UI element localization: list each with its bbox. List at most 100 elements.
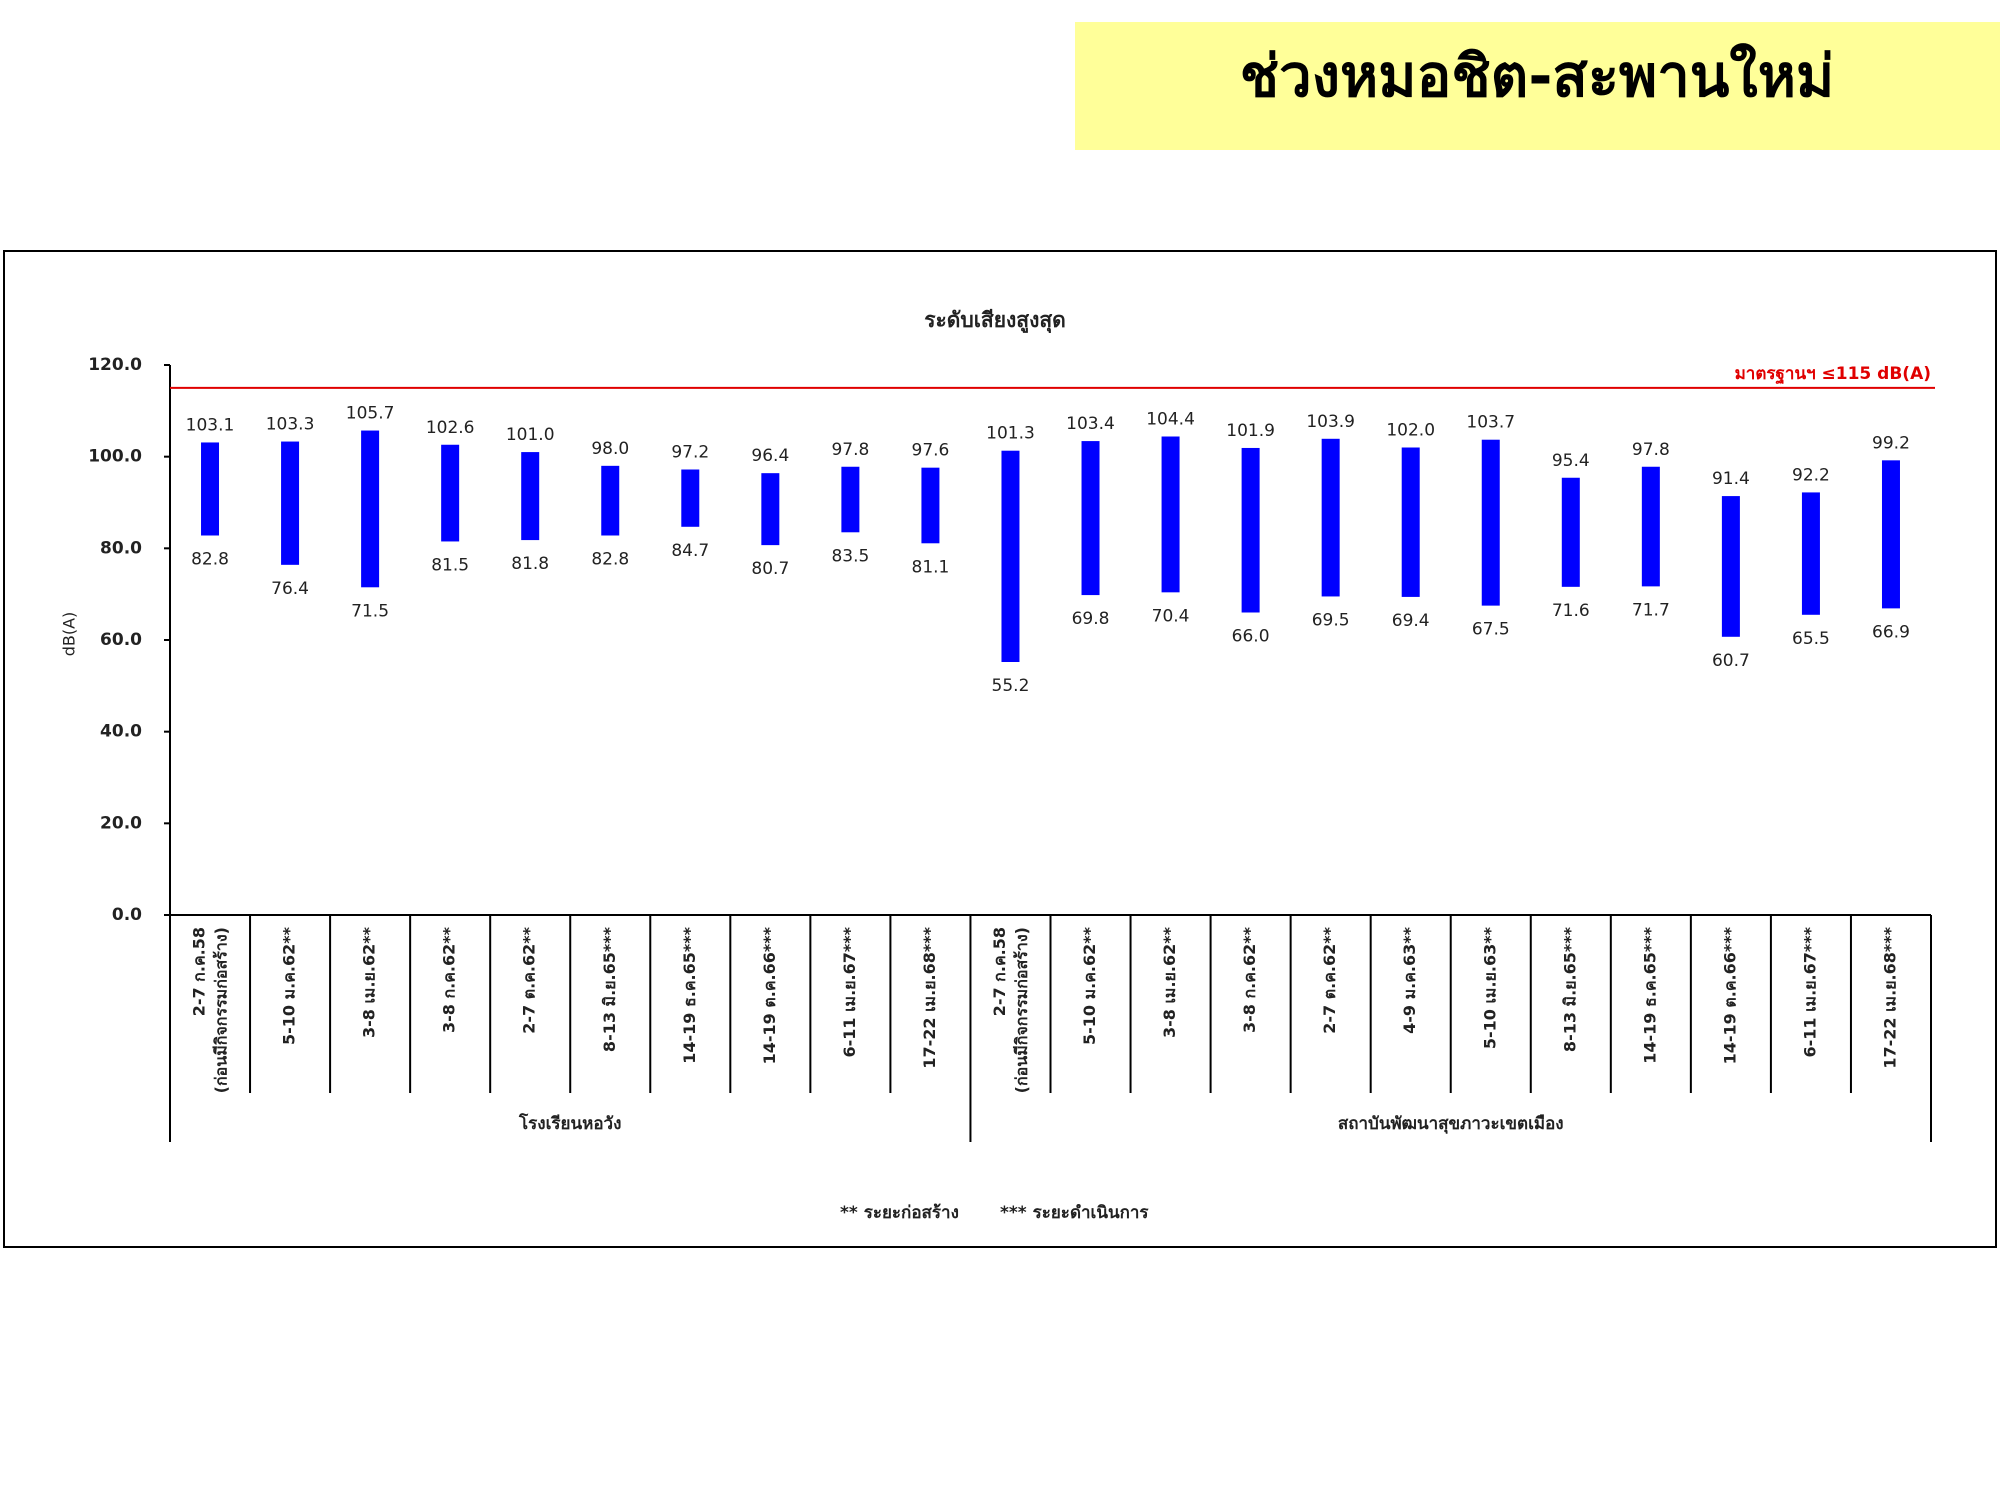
x-tick-label: 3-8 ก.ค.62** (440, 926, 459, 1033)
range-bar (841, 466, 860, 533)
range-bar (1881, 460, 1900, 609)
value-label: 101.3 (986, 424, 1035, 444)
x-tick-label: 17-22 เม.ย.68*** (1880, 926, 1899, 1068)
x-tick-label: (ก่อนมีกิจกรรมก่อสร้าง) (212, 927, 231, 1093)
range-bar (1001, 450, 1020, 662)
y-tick-label: 40.0 (100, 722, 142, 742)
value-label: 70.4 (1152, 606, 1190, 626)
value-label: 103.9 (1306, 412, 1355, 432)
range-bar (601, 465, 620, 536)
x-tick-label: 3-8 เม.ย.62** (1160, 926, 1179, 1038)
reference-label: มาตรฐานฯ ≤115 dB(A) (1735, 364, 1931, 385)
value-label: 80.7 (751, 559, 789, 579)
value-label: 99.2 (1872, 433, 1910, 453)
value-label: 71.5 (351, 601, 389, 621)
x-tick-label: 2-7 ต.ค.62** (1320, 926, 1339, 1033)
value-label: 103.1 (186, 415, 235, 435)
value-label: 55.2 (992, 676, 1030, 696)
value-label: 95.4 (1552, 451, 1590, 471)
x-tick-label: 14-19 ธ.ค.65*** (1640, 926, 1659, 1063)
chart-title: ระดับเสียงสูงสุด (924, 308, 1066, 334)
x-tick-label: 14-19 ธ.ค.65*** (680, 926, 699, 1063)
value-label: 97.6 (912, 441, 950, 461)
x-tick-label: 5-10 ม.ค.62** (280, 926, 299, 1045)
value-label: 103.4 (1066, 414, 1115, 434)
x-tick-label: 2-7 ต.ค.62** (520, 926, 539, 1033)
value-label: 65.5 (1792, 629, 1830, 649)
range-bar (1561, 477, 1580, 587)
range-bar (521, 452, 540, 541)
range-bar (1321, 438, 1340, 597)
value-label: 71.7 (1632, 600, 1670, 620)
value-label: 81.5 (431, 555, 469, 575)
x-tick-label: 4-9 ม.ค.63** (1400, 926, 1419, 1034)
y-tick-label: 120.0 (88, 355, 142, 375)
range-bar (281, 441, 300, 565)
range-bar (1801, 492, 1820, 615)
value-label: 60.7 (1712, 651, 1750, 671)
range-bar (1481, 439, 1500, 606)
group-label: โรงเรียนหอวัง (518, 1113, 621, 1134)
footnote: *** ระยะดำเนินการ (1000, 1203, 1149, 1223)
y-axis-label: dB(A) (60, 612, 79, 657)
header-title: ช่วงหมอชิต-สะพานใหม่ (1240, 42, 1834, 110)
x-tick-label: 2-7 ก.ค.58 (990, 927, 1009, 1016)
value-label: 103.3 (266, 415, 315, 435)
x-tick-label: 3-8 เม.ย.62** (360, 926, 379, 1038)
x-tick-label: 17-22 เม.ย.68*** (920, 926, 939, 1068)
y-tick-label: 100.0 (88, 447, 142, 467)
x-tick-label: (ก่อนมีกิจกรรมก่อสร้าง) (1012, 927, 1031, 1093)
x-tick-label: 14-19 ต.ค.66*** (760, 926, 779, 1064)
value-label: 69.5 (1312, 610, 1350, 630)
value-label: 102.6 (426, 418, 475, 438)
value-label: 101.0 (506, 425, 555, 445)
value-label: 101.9 (1226, 421, 1275, 441)
value-label: 82.8 (191, 550, 229, 570)
value-label: 91.4 (1712, 469, 1750, 489)
value-label: 83.5 (831, 546, 869, 566)
value-label: 82.8 (591, 550, 629, 570)
value-label: 81.1 (912, 557, 950, 577)
range-bar (1081, 441, 1100, 596)
group-label: สถาบันพัฒนาสุขภาวะเขตเมือง (1338, 1113, 1564, 1134)
value-label: 97.8 (1632, 440, 1670, 460)
x-tick-label: 5-10 ม.ค.62** (1080, 926, 1099, 1045)
x-tick-label: 2-7 ก.ค.58 (190, 927, 209, 1016)
x-tick-label: 3-8 ก.ค.62** (1240, 926, 1259, 1033)
y-tick-label: 60.0 (100, 630, 142, 650)
y-tick-label: 20.0 (100, 813, 142, 833)
range-bar (1641, 466, 1660, 587)
value-label: 67.5 (1472, 620, 1510, 640)
range-bar (1161, 436, 1180, 593)
value-label: 76.4 (271, 579, 309, 599)
value-label: 97.8 (831, 440, 869, 460)
x-tick-label: 14-19 ต.ค.66*** (1720, 926, 1739, 1064)
range-bar (1401, 447, 1420, 597)
range-bar (681, 469, 700, 527)
value-label: 105.7 (346, 404, 395, 424)
value-label: 81.8 (511, 554, 549, 574)
range-bar (761, 473, 780, 546)
value-label: 71.6 (1552, 601, 1590, 621)
x-tick-label: 6-11 เม.ย.67*** (840, 926, 859, 1057)
value-label: 84.7 (671, 541, 709, 561)
value-label: 96.4 (751, 446, 789, 466)
range-bar (1721, 496, 1740, 637)
y-tick-label: 0.0 (112, 905, 142, 925)
value-label: 102.0 (1386, 421, 1435, 441)
value-label: 92.2 (1792, 465, 1830, 485)
value-label: 69.4 (1392, 611, 1430, 631)
header-box (1075, 22, 2000, 150)
chart-frame (3, 250, 1997, 1248)
y-tick-label: 80.0 (100, 538, 142, 558)
value-label: 66.9 (1872, 622, 1910, 642)
footnote: ** ระยะก่อสร้าง (840, 1203, 959, 1223)
value-label: 104.4 (1146, 410, 1195, 430)
value-label: 98.0 (591, 439, 629, 459)
value-label: 69.8 (1072, 609, 1110, 629)
range-bar (1241, 447, 1260, 613)
range-bar (201, 442, 220, 536)
range-bar (361, 430, 380, 588)
value-label: 103.7 (1466, 413, 1515, 433)
